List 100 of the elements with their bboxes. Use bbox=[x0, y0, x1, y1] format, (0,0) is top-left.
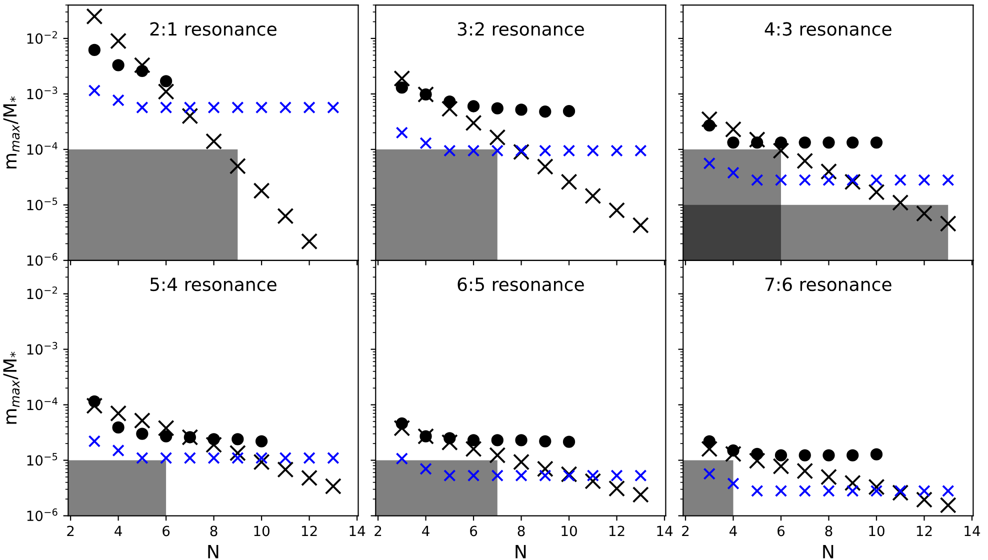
point bbox=[327, 101, 340, 114]
point bbox=[868, 478, 885, 496]
point bbox=[444, 144, 456, 157]
point bbox=[394, 70, 410, 87]
point bbox=[465, 440, 482, 458]
point bbox=[136, 101, 148, 114]
y-tick-label: 10$^{−5}$ bbox=[27, 453, 58, 466]
point bbox=[112, 94, 124, 106]
point bbox=[110, 32, 127, 50]
point bbox=[206, 436, 222, 454]
point bbox=[536, 158, 554, 175]
y-tick-label: 10$^{−6}$ bbox=[27, 508, 58, 522]
point bbox=[327, 452, 340, 464]
point bbox=[420, 136, 432, 150]
point bbox=[844, 474, 861, 492]
point bbox=[441, 100, 458, 118]
point bbox=[772, 458, 790, 475]
point bbox=[822, 484, 835, 498]
point bbox=[918, 174, 930, 186]
point bbox=[892, 484, 909, 501]
point bbox=[608, 480, 626, 497]
point bbox=[774, 174, 788, 186]
x-tick-label: 4 bbox=[114, 526, 122, 536]
x-tick-label: 10 bbox=[254, 526, 270, 536]
point bbox=[467, 144, 480, 157]
x-axis-title: N bbox=[516, 545, 526, 558]
point bbox=[727, 136, 740, 149]
point bbox=[822, 136, 835, 149]
x-tick-label: 14 bbox=[657, 526, 673, 536]
point bbox=[584, 472, 602, 490]
y-tick-label: 10$^{−2}$ bbox=[27, 31, 57, 44]
point bbox=[894, 484, 906, 498]
x-tick-label: 2 bbox=[374, 526, 382, 536]
point bbox=[868, 184, 885, 200]
point bbox=[134, 56, 150, 74]
point bbox=[701, 110, 718, 128]
point bbox=[513, 144, 530, 160]
y-tick-label: 10$^{−4}$ bbox=[27, 142, 58, 155]
point bbox=[940, 496, 956, 514]
x-axis-title: N bbox=[823, 545, 834, 558]
point bbox=[467, 434, 480, 446]
x-tick-label: 6 bbox=[778, 526, 785, 536]
point bbox=[892, 194, 909, 211]
point bbox=[489, 447, 506, 464]
point bbox=[798, 136, 811, 149]
point bbox=[160, 430, 172, 442]
point bbox=[560, 174, 578, 190]
point bbox=[160, 452, 172, 464]
point bbox=[727, 166, 740, 179]
point bbox=[88, 44, 101, 56]
point bbox=[229, 444, 246, 462]
point bbox=[820, 468, 837, 486]
point bbox=[846, 174, 859, 186]
point bbox=[184, 452, 196, 464]
point bbox=[277, 208, 294, 224]
point bbox=[586, 469, 600, 482]
x-tick-label: 10 bbox=[869, 526, 884, 536]
point bbox=[208, 101, 220, 114]
point bbox=[539, 469, 552, 482]
x-tick-label: 14 bbox=[964, 526, 980, 536]
point bbox=[822, 174, 835, 186]
point bbox=[750, 484, 764, 498]
point bbox=[160, 101, 172, 114]
point bbox=[112, 421, 124, 434]
point bbox=[539, 435, 552, 448]
point bbox=[798, 484, 811, 498]
point bbox=[515, 434, 528, 446]
point bbox=[396, 126, 408, 139]
point bbox=[634, 144, 647, 157]
point bbox=[279, 101, 292, 114]
point bbox=[491, 469, 504, 482]
y-tick-label: 10$^{−5}$ bbox=[27, 198, 58, 210]
point bbox=[942, 484, 954, 498]
point bbox=[610, 469, 623, 482]
x-tick-label: 14 bbox=[350, 526, 366, 536]
point bbox=[703, 468, 716, 480]
point bbox=[562, 469, 576, 482]
point bbox=[515, 104, 528, 116]
point bbox=[632, 216, 649, 234]
point bbox=[942, 174, 954, 186]
point bbox=[586, 144, 600, 157]
point bbox=[465, 114, 482, 132]
point bbox=[158, 420, 174, 436]
text: 5:4 resonance bbox=[150, 278, 276, 292]
point bbox=[748, 452, 766, 470]
point bbox=[610, 144, 623, 157]
point bbox=[539, 144, 552, 157]
point bbox=[441, 434, 458, 451]
x-tick-label: 12 bbox=[302, 526, 317, 536]
point bbox=[798, 449, 811, 462]
point bbox=[560, 466, 578, 483]
point bbox=[772, 142, 790, 159]
point bbox=[491, 102, 504, 114]
point bbox=[158, 83, 174, 100]
point bbox=[160, 75, 172, 88]
point bbox=[206, 133, 222, 150]
point bbox=[232, 433, 244, 446]
point bbox=[208, 452, 220, 464]
x-tick-label: 4 bbox=[730, 526, 737, 536]
point bbox=[796, 462, 814, 480]
